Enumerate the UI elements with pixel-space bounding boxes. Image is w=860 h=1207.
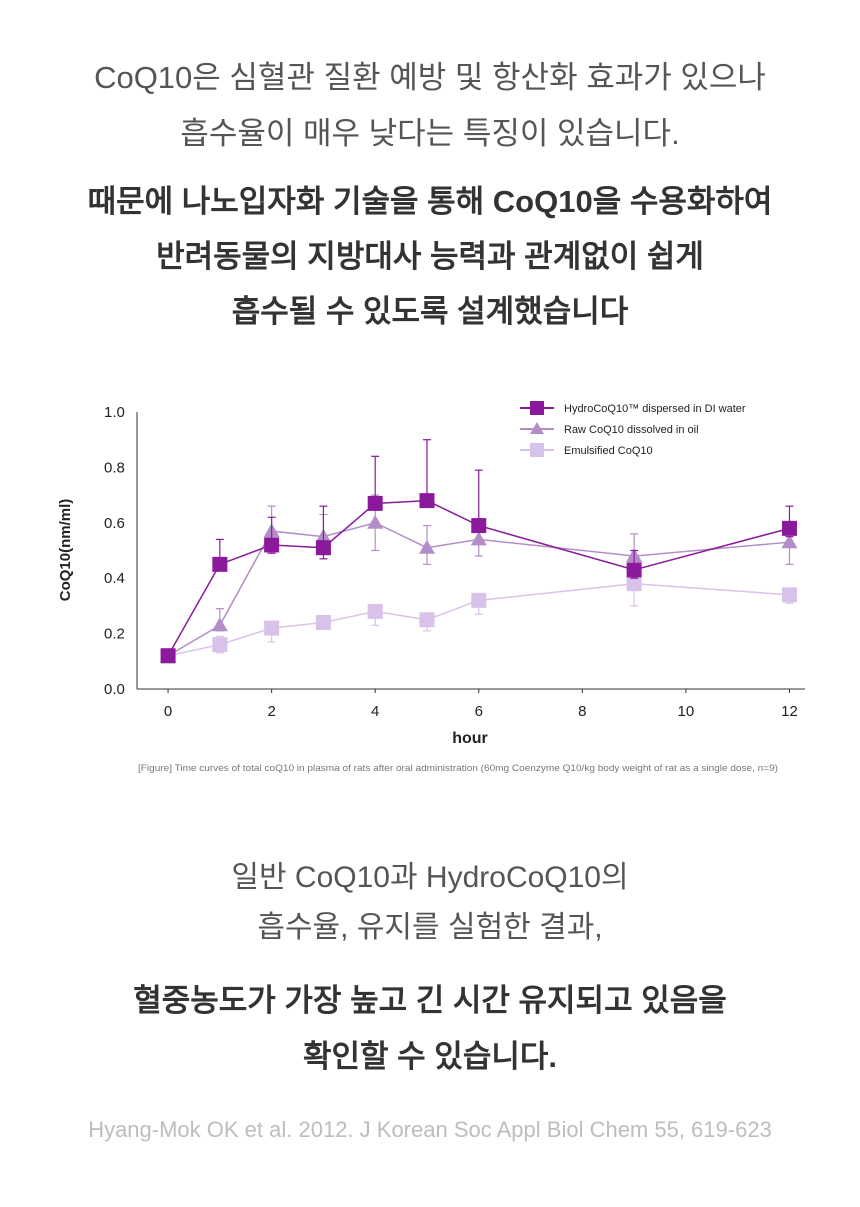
chart-legend: HydroCoQ10™ dispersed in DI water Raw CoQ… (520, 401, 746, 457)
data-point-square (781, 587, 797, 603)
legend-marker-square (530, 401, 544, 415)
coq10-line-chart: 0 2 4 6 8 10 12 0.0 0.2 0.4 0.6 0.8 1.0 HydroCoQ10™ … (57, 401, 805, 774)
series-2 (160, 576, 797, 664)
data-point-square (626, 576, 642, 592)
data-point-square (160, 648, 176, 664)
chart-caption: [Figure] Time curves of total coQ10 in p… (138, 763, 778, 774)
x-tick-label: 12 (781, 703, 798, 720)
y-tick-label: 0.4 (104, 570, 125, 587)
data-point-triangle (367, 514, 384, 529)
data-point-square (419, 612, 435, 628)
data-point-square (419, 493, 435, 509)
data-point-square (212, 637, 228, 653)
x-tick-label: 0 (164, 703, 172, 720)
result-line-2: 흡수율, 유지를 실험한 결과, (257, 911, 603, 944)
data-point-square (471, 592, 487, 608)
series-0 (160, 439, 797, 664)
data-point-square (367, 603, 383, 619)
chart-series (160, 439, 798, 664)
intro-line-1: CoQ10은 심혈관 질환 예방 및 항산화 효과가 있으나 (94, 60, 766, 95)
x-tick-label: 2 (267, 703, 275, 720)
legend-label: HydroCoQ10™ dispersed in DI water (564, 403, 746, 415)
y-tick-label: 0.0 (104, 681, 125, 698)
data-point-square (471, 518, 487, 534)
data-point-square (264, 537, 280, 553)
data-point-triangle (470, 531, 487, 546)
x-tick-label: 8 (578, 703, 586, 720)
headline-line-1: 때문에 나노입자화 기술을 통해 CoQ10을 수용화하여 (87, 184, 773, 219)
data-point-triangle (418, 539, 435, 554)
headline-line-2: 반려동물의 지방대사 능력과 관계없이 쉽게 (156, 239, 704, 274)
data-point-square (781, 520, 797, 536)
x-axis-label: hour (452, 730, 488, 747)
y-tick-label: 0.6 (104, 515, 125, 532)
y-tick-label: 0.8 (104, 459, 125, 476)
legend-label: Raw CoQ10 dissolved in oil (564, 424, 699, 436)
data-point-square (315, 540, 331, 556)
data-point-square (367, 495, 383, 511)
reference-citation: Hyang-Mok OK et al. 2012. J Korean Soc A… (88, 1117, 772, 1142)
data-point-square (264, 620, 280, 636)
x-tick-label: 10 (678, 703, 695, 720)
conclusion-line-2: 확인할 수 있습니다. (303, 1039, 557, 1074)
legend-label: Emulsified CoQ10 (564, 445, 653, 457)
x-tick-label: 4 (371, 703, 379, 720)
y-axis-label: CoQ10(nm/ml) (57, 499, 74, 602)
x-tick-label: 6 (475, 703, 483, 720)
headline-line-3: 흡수될 수 있도록 설계했습니다 (231, 294, 629, 329)
data-point-triangle (781, 534, 798, 549)
legend-marker-square (530, 443, 544, 457)
data-point-square (626, 562, 642, 578)
data-point-triangle (211, 617, 228, 632)
data-point-square (315, 615, 331, 631)
y-tick-label: 0.2 (104, 626, 125, 643)
y-tick-label: 1.0 (104, 404, 125, 421)
intro-line-2: 흡수율이 매우 낮다는 특징이 있습니다. (180, 116, 680, 151)
result-line-1: 일반 CoQ10과 HydroCoQ10의 (231, 861, 629, 894)
legend-marker-triangle (530, 422, 544, 434)
data-point-square (212, 556, 228, 572)
conclusion-line-1: 혈중농도가 가장 높고 긴 시간 유지되고 있음을 (133, 983, 727, 1018)
chart-axes: 0 2 4 6 8 10 12 0.0 0.2 0.4 0.6 0.8 1.0 (104, 404, 805, 720)
